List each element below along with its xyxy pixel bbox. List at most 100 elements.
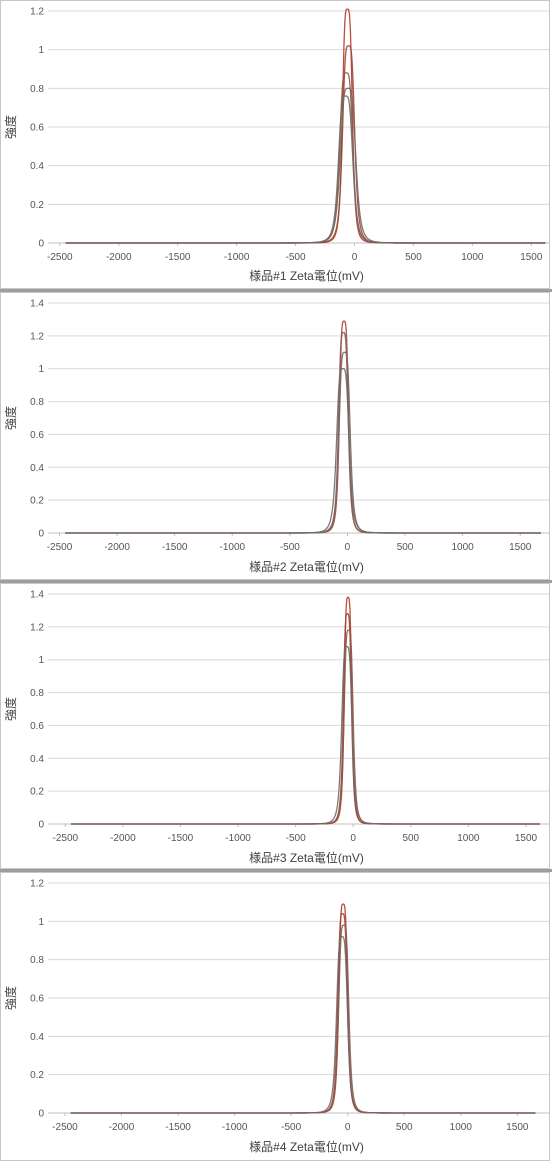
chart-4: 0 0.2 0.4 0.6 0.8 1 1.2 -2500 -2000 -1500 -1000 -50… bbox=[3, 879, 549, 1154]
x-axis-label: 様品#4 Zeta電位(mV) bbox=[249, 1139, 364, 1154]
y-tick-label: 0.4 bbox=[30, 161, 44, 172]
y-tick-label: 0.4 bbox=[30, 463, 44, 474]
y-tick-label: 0.4 bbox=[30, 754, 44, 765]
series-line-2 bbox=[65, 331, 541, 534]
x-tick-label: -500 bbox=[281, 1122, 301, 1133]
series-line-1 bbox=[65, 320, 541, 534]
x-tick-label: 1000 bbox=[457, 833, 480, 844]
y-tick-label: 0.2 bbox=[30, 1070, 44, 1081]
series-line-1 bbox=[71, 596, 540, 825]
y-tick-label: 1.2 bbox=[30, 622, 44, 633]
x-axis-label: 様品#2 Zeta電位(mV) bbox=[249, 559, 364, 574]
x-tick-label: 0 bbox=[345, 1122, 351, 1133]
panel-separator bbox=[0, 580, 552, 583]
y-tick-label: 0 bbox=[38, 1109, 44, 1120]
y-tick-label: 0.8 bbox=[30, 688, 44, 699]
x-tick-label: -2500 bbox=[47, 542, 73, 553]
x-tick-label: -2000 bbox=[110, 833, 136, 844]
series-line-3 bbox=[65, 351, 541, 534]
x-tick-label: 500 bbox=[397, 542, 414, 553]
y-tick-label: 0.6 bbox=[30, 123, 44, 134]
y-tick-label: 0 bbox=[38, 529, 44, 540]
x-tick-label: 0 bbox=[345, 542, 351, 553]
y-tick-label: 0.2 bbox=[30, 496, 44, 507]
x-tick-label: 500 bbox=[405, 252, 422, 263]
x-tick-label: -500 bbox=[286, 833, 306, 844]
x-tick-label: -1000 bbox=[224, 252, 250, 263]
x-tick-label: 0 bbox=[352, 252, 358, 263]
chart-panel-3: 0 0.2 0.4 0.6 0.8 1 1.2 1.4 -2500 -2000 -1500 -1000… bbox=[0, 583, 550, 869]
y-tick-label: 1.2 bbox=[30, 7, 44, 18]
series-line-5 bbox=[65, 95, 546, 244]
x-tick-label: -2000 bbox=[106, 252, 132, 263]
x-tick-label: 1500 bbox=[520, 252, 543, 263]
y-tick-label: 1 bbox=[38, 917, 44, 928]
y-axis-label: 強度 bbox=[3, 115, 18, 139]
x-axis-label: 様品#1 Zeta電位(mV) bbox=[249, 268, 364, 283]
x-tick-label: 1000 bbox=[450, 1122, 473, 1133]
y-tick-label: 1.4 bbox=[30, 590, 44, 601]
series-line-1 bbox=[65, 8, 546, 244]
y-tick-label: 0.8 bbox=[30, 397, 44, 408]
x-tick-label: -2500 bbox=[52, 1122, 78, 1133]
panel-separator bbox=[0, 289, 552, 292]
x-tick-label: 1000 bbox=[451, 542, 474, 553]
x-tick-label: 1500 bbox=[506, 1122, 529, 1133]
y-tick-label: 0 bbox=[38, 820, 44, 831]
x-tick-label: 0 bbox=[350, 833, 356, 844]
x-tick-label: 500 bbox=[396, 1122, 413, 1133]
x-tick-label: -1000 bbox=[219, 542, 245, 553]
x-tick-label: -1000 bbox=[225, 833, 251, 844]
y-tick-label: 0.8 bbox=[30, 955, 44, 966]
x-tick-label: -1500 bbox=[165, 1122, 191, 1133]
y-axis-label: 強度 bbox=[3, 986, 18, 1010]
x-tick-label: 500 bbox=[402, 833, 419, 844]
y-tick-label: 0.6 bbox=[30, 994, 44, 1005]
y-tick-label: 1 bbox=[38, 364, 44, 375]
x-axis-label: 様品#3 Zeta電位(mV) bbox=[249, 850, 364, 865]
series-line-4 bbox=[70, 936, 536, 1114]
series-line-2 bbox=[70, 913, 536, 1114]
x-tick-label: -1500 bbox=[165, 252, 191, 263]
x-tick-label: -2500 bbox=[47, 252, 73, 263]
chart-3: 0 0.2 0.4 0.6 0.8 1 1.2 1.4 -2500 -2000 -1500 -1000… bbox=[3, 590, 549, 865]
chart-1: 0 0.2 0.4 0.6 0.8 1 1.2 -2500 -2000 -1500 -1000 -50… bbox=[3, 7, 549, 283]
series-line-2 bbox=[65, 45, 546, 244]
y-tick-label: 1.2 bbox=[30, 879, 44, 890]
series-line-4 bbox=[65, 368, 541, 534]
y-tick-label: 0.2 bbox=[30, 200, 44, 211]
y-tick-label: 1 bbox=[38, 45, 44, 56]
y-tick-label: 0 bbox=[38, 239, 44, 250]
y-tick-label: 1.2 bbox=[30, 331, 44, 342]
x-tick-label: 1500 bbox=[515, 833, 538, 844]
chart-panel-4: 0 0.2 0.4 0.6 0.8 1 1.2 -2500 -2000 -1500 -1000 -50… bbox=[0, 872, 550, 1161]
x-tick-label: -1000 bbox=[222, 1122, 248, 1133]
y-axis-label: 強度 bbox=[3, 406, 18, 430]
x-tick-label: 1000 bbox=[461, 252, 484, 263]
y-tick-label: 0.6 bbox=[30, 430, 44, 441]
series-line-3 bbox=[70, 924, 536, 1114]
x-tick-label: -500 bbox=[280, 542, 300, 553]
x-tick-label: -2000 bbox=[109, 1122, 135, 1133]
series-line-3 bbox=[65, 72, 546, 244]
x-tick-label: -500 bbox=[286, 252, 306, 263]
chart-2: 0 0.2 0.4 0.6 0.8 1 1.2 1.4 -2500 -2000 -1500 -1000… bbox=[3, 299, 549, 574]
x-tick-label: -1500 bbox=[162, 542, 188, 553]
chart-panel-2: 0 0.2 0.4 0.6 0.8 1 1.2 1.4 -2500 -2000 -1500 -1000… bbox=[0, 292, 550, 580]
series-line-1 bbox=[70, 903, 536, 1114]
x-tick-label: -2500 bbox=[52, 833, 78, 844]
y-tick-label: 0.8 bbox=[30, 84, 44, 95]
x-tick-label: -2000 bbox=[104, 542, 130, 553]
chart-panel-1: 0 0.2 0.4 0.6 0.8 1 1.2 -2500 -2000 -1500 -1000 -50… bbox=[0, 0, 550, 289]
y-tick-label: 0.6 bbox=[30, 721, 44, 732]
x-tick-label: -1500 bbox=[168, 833, 194, 844]
y-tick-label: 0.4 bbox=[30, 1032, 44, 1043]
y-tick-label: 1 bbox=[38, 655, 44, 666]
x-tick-label: 1500 bbox=[509, 542, 532, 553]
y-tick-label: 0.2 bbox=[30, 787, 44, 798]
series-line-4 bbox=[71, 645, 540, 825]
y-tick-label: 1.4 bbox=[30, 299, 44, 310]
panel-separator bbox=[0, 869, 552, 872]
y-axis-label: 強度 bbox=[3, 697, 18, 721]
series-line-2 bbox=[71, 613, 540, 825]
